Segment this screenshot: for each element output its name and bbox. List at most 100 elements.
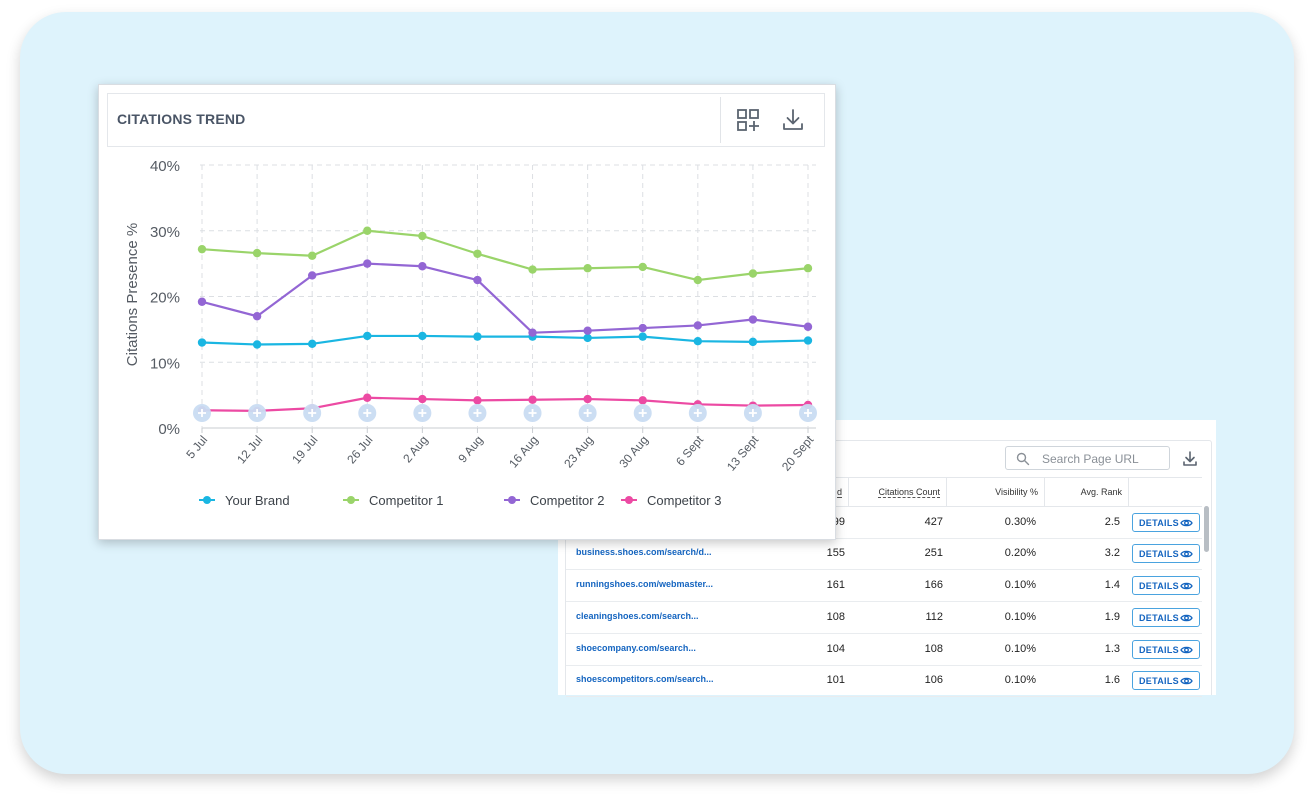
data-point <box>638 323 647 333</box>
data-point <box>307 271 317 280</box>
table-scrollbar[interactable] <box>1204 506 1209 552</box>
data-point <box>418 331 427 341</box>
plus-icon <box>693 409 702 417</box>
data-point <box>528 265 537 274</box>
x-tick-label: 9 Aug <box>455 433 485 466</box>
plus-icon <box>638 409 647 417</box>
partial-value: 104 <box>826 643 845 655</box>
partial-value: 155 <box>826 547 845 559</box>
data-point <box>252 248 262 258</box>
details-label: DETAILS <box>1139 518 1179 528</box>
visibility-value: 0.10% <box>1004 643 1036 655</box>
visibility-value: 0.10% <box>1004 674 1036 686</box>
series-line <box>201 229 809 282</box>
chart-title: CITATIONS TREND <box>117 111 246 127</box>
data-point <box>583 264 592 273</box>
data-point <box>363 259 372 268</box>
data-point <box>638 332 647 341</box>
plus-icon <box>748 409 757 417</box>
plus-icon <box>473 409 482 417</box>
details-button[interactable]: DETAILS <box>1132 576 1200 595</box>
download-icon[interactable] <box>1181 450 1199 468</box>
avg-rank-value: 3.2 <box>1104 547 1120 559</box>
citations-count-value: 112 <box>925 611 943 623</box>
avg-rank-value: 1.9 <box>1104 611 1120 623</box>
data-point <box>252 340 262 349</box>
citations-count-value: 106 <box>924 674 943 686</box>
table-row[interactable]: business.shoes.com/search/d... 155 251 0.20… <box>566 538 1202 570</box>
data-point <box>473 275 482 285</box>
citations-count-value: 251 <box>924 547 943 559</box>
x-tick-label: 13 Sept <box>724 432 762 473</box>
details-button[interactable]: DETAILS <box>1132 608 1200 627</box>
avg-rank-value: 1.4 <box>1104 579 1120 591</box>
search-page-url-input[interactable] <box>1042 450 1166 467</box>
page-url-link[interactable]: shoescompetitors.com/search... <box>576 674 714 684</box>
eye-icon <box>1180 646 1193 654</box>
plus-icon <box>528 409 537 417</box>
x-tick-label: 16 Aug <box>506 433 541 471</box>
data-point <box>418 262 427 271</box>
legend-swatch-dot <box>508 496 516 504</box>
data-point <box>307 339 317 349</box>
visibility-value: 0.10% <box>1004 579 1036 591</box>
data-point <box>363 331 372 341</box>
page-url-link[interactable]: runningshoes.com/webmaster... <box>576 579 714 589</box>
citations-count-value: 108 <box>924 643 943 655</box>
avg-rank-value: 1.3 <box>1104 643 1120 655</box>
column-header-visibility[interactable]: Visibility % <box>946 478 1044 506</box>
legend-label: Competitor 2 <box>530 493 604 508</box>
download-icon[interactable] <box>780 107 806 133</box>
page-url-link[interactable]: cleaningshoes.com/search... <box>576 611 699 621</box>
search-page-url-field[interactable] <box>1005 446 1170 470</box>
eye-icon <box>1180 550 1193 558</box>
data-point <box>748 315 758 324</box>
citations-count-value: 166 <box>924 579 943 591</box>
partial-value: 101 <box>826 674 845 686</box>
column-header-citations-count[interactable]: Citations Count <box>848 478 946 506</box>
data-point <box>748 269 758 278</box>
grid-add-icon[interactable] <box>735 107 761 133</box>
eye-icon <box>1180 582 1193 590</box>
x-tick-label: 5 Jul <box>183 433 210 461</box>
details-button[interactable]: DETAILS <box>1132 544 1200 563</box>
plus-icon <box>198 409 206 417</box>
details-button[interactable]: DETAILS <box>1132 640 1200 659</box>
plus-icon <box>363 409 372 417</box>
table-row[interactable]: shoescompetitors.com/search... 101 106 0.10… <box>566 665 1202 697</box>
page-url-link[interactable]: business.shoes.com/search/d... <box>576 547 712 557</box>
table-row[interactable]: 99 427 0.30% 2.5 DETAILS <box>566 507 1202 539</box>
data-point <box>473 249 482 258</box>
y-tick-label: 20% <box>150 290 180 307</box>
x-tick-label: 23 Aug <box>561 433 596 471</box>
citations-trend-card: CITATIONS TREND 0% 10% 20% 30% 40% 5 Jul 12 Ju… <box>98 84 836 540</box>
eye-icon <box>1180 677 1193 685</box>
table-row[interactable]: cleaningshoes.com/search... 108 112 0.10% 1.… <box>566 602 1202 634</box>
data-point <box>748 337 758 347</box>
details-label: DETAILS <box>1139 676 1179 686</box>
plus-icon <box>583 409 592 417</box>
data-point <box>363 393 372 402</box>
table-row[interactable]: shoecompany.com/search... 104 108 0.10% 1.3 D… <box>566 634 1202 666</box>
data-point <box>583 333 592 343</box>
data-point <box>528 328 537 337</box>
details-button[interactable]: DETAILS <box>1132 671 1200 690</box>
avg-rank-value: 2.5 <box>1104 516 1120 528</box>
column-header-avg-rank[interactable]: Avg. Rank <box>1044 478 1128 506</box>
details-button[interactable]: DETAILS <box>1132 513 1200 532</box>
data-point <box>197 244 207 254</box>
data-point <box>803 264 813 273</box>
eye-icon <box>1180 519 1193 527</box>
citations-count-value: 427 <box>924 516 943 528</box>
citations-trend-chart: 0% 10% 20% 30% 40% 5 Jul 12 Jul 19 Jul 26 Jul 2 A… <box>124 158 817 508</box>
x-tick-label: 12 Jul <box>234 433 265 467</box>
table-row[interactable]: runningshoes.com/webmaster... 161 166 0.10%… <box>566 570 1202 602</box>
plus-icon <box>253 409 262 417</box>
x-tick-label: 20 Sept <box>779 432 817 473</box>
eye-icon <box>1180 614 1193 622</box>
series-line <box>201 262 809 334</box>
header-divider <box>720 97 721 143</box>
column-header-partial[interactable]: d <box>836 487 842 498</box>
data-point <box>252 312 262 321</box>
page-url-link[interactable]: shoecompany.com/search... <box>576 643 696 653</box>
